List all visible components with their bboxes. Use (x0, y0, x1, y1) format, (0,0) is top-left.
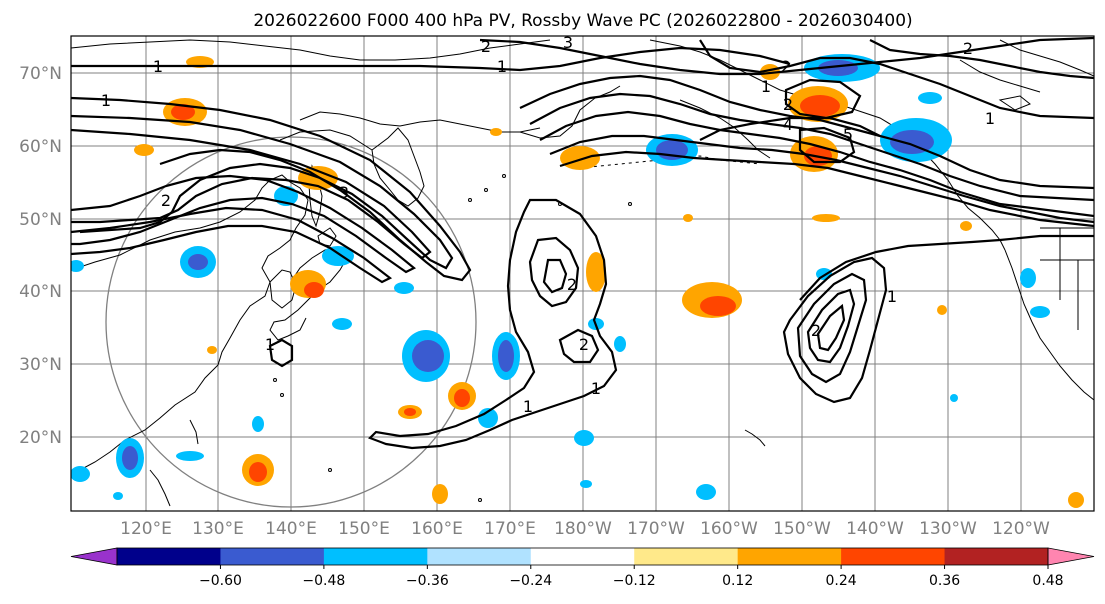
latitude-labels: 70°N 60°N 50°N 40°N 30°N 20°N (19, 64, 62, 448)
contour-label: 1 (985, 109, 995, 128)
colorbar-tick-label: −0.36 (406, 573, 449, 589)
colorbar-extend-low (70, 547, 118, 566)
contour-label: 1 (887, 287, 897, 306)
lon-label: 120°E (120, 519, 172, 539)
lat-label: 40°N (19, 282, 62, 302)
colorbar-segment (117, 548, 221, 565)
colorbar-tick-label: −0.60 (199, 573, 242, 589)
coastlines (71, 39, 1094, 507)
colorbar-segment (220, 548, 325, 565)
contour-label: 2 (781, 57, 791, 76)
contour-label: 1 (761, 77, 771, 96)
contour-label: 1 (101, 91, 111, 110)
lat-label: 50°N (19, 210, 62, 230)
colorbar-outline (116, 547, 1049, 566)
lon-label: 170°W (627, 519, 685, 539)
contour-label: 2 (161, 191, 171, 210)
colorbar-segment (737, 548, 842, 565)
contour-label: 1 (523, 397, 533, 416)
colorbar-tick-label: 0.12 (722, 573, 753, 589)
contour-label: 3 (339, 183, 349, 202)
contour-label: 2 (567, 275, 577, 294)
contour-label: 2 (579, 335, 589, 354)
contour-label: 3 (563, 33, 573, 52)
colorbar-segment (841, 548, 946, 565)
colorbar-tick-label: 0.24 (826, 573, 857, 589)
contour-label: 4 (783, 115, 793, 134)
colorbar-segment (323, 548, 428, 565)
contour-label: 2 (811, 321, 821, 340)
lat-label: 20°N (19, 428, 62, 448)
lon-label: 160°W (700, 519, 758, 539)
lon-label: 160°E (411, 519, 463, 539)
lon-label: 180°W (554, 519, 612, 539)
lat-label: 60°N (19, 137, 62, 157)
contour-label: 2 (783, 95, 793, 114)
lon-label: 150°E (338, 519, 390, 539)
lon-label: 170°E (484, 519, 536, 539)
contour-label: 1 (153, 57, 163, 76)
colorbar-tick-label: −0.12 (613, 573, 656, 589)
longitude-labels: 120°E 130°E 140°E 150°E 160°E 170°E 180°… (120, 519, 1050, 539)
lat-label: 30°N (19, 355, 62, 375)
colorbar-segment (634, 548, 739, 565)
contour-label: 5 (843, 125, 853, 144)
map-area: 1 1 2 3 1 2 1 2 3 2 2 1 1 1 1 2 1 2 4 5 … (71, 33, 1094, 511)
contour-label: 1 (265, 335, 275, 354)
lon-label: 130°E (192, 519, 244, 539)
contour-label: 2 (963, 39, 973, 58)
contour-label: 2 (481, 37, 491, 56)
colorbar-tick-label: −0.48 (302, 573, 345, 589)
lon-label: 150°W (773, 519, 831, 539)
lon-label: 120°W (992, 519, 1050, 539)
figure-title: 2026022600 F000 400 hPa PV, Rossby Wave … (253, 11, 912, 31)
colorbar-extend-high (1047, 547, 1095, 566)
colorbar-tick-label: 0.36 (929, 573, 960, 589)
colorbar-segment (427, 548, 532, 565)
colorbar-segment (944, 548, 1049, 565)
lon-label: 140°E (265, 519, 317, 539)
lat-label: 70°N (19, 64, 62, 84)
pv-contours (71, 36, 1094, 450)
radius-circle (105, 136, 477, 508)
contour-label: 1 (591, 379, 601, 398)
lon-label: 130°W (919, 519, 977, 539)
colorbar: −0.60 −0.48 −0.36 −0.24 −0.12 0.12 0.24 0.36 0.4… (70, 547, 1095, 589)
map-frame (70, 35, 1095, 512)
colorbar-tick-label: −0.24 (509, 573, 552, 589)
contour-labels: 1 1 2 3 1 2 1 2 3 2 2 1 1 1 1 2 1 2 4 5 … (101, 33, 995, 416)
lon-label: 140°W (846, 519, 904, 539)
contour-label: 1 (497, 57, 507, 76)
colorbar-tick-label: 0.48 (1032, 573, 1063, 589)
colorbar-segment (530, 548, 635, 565)
